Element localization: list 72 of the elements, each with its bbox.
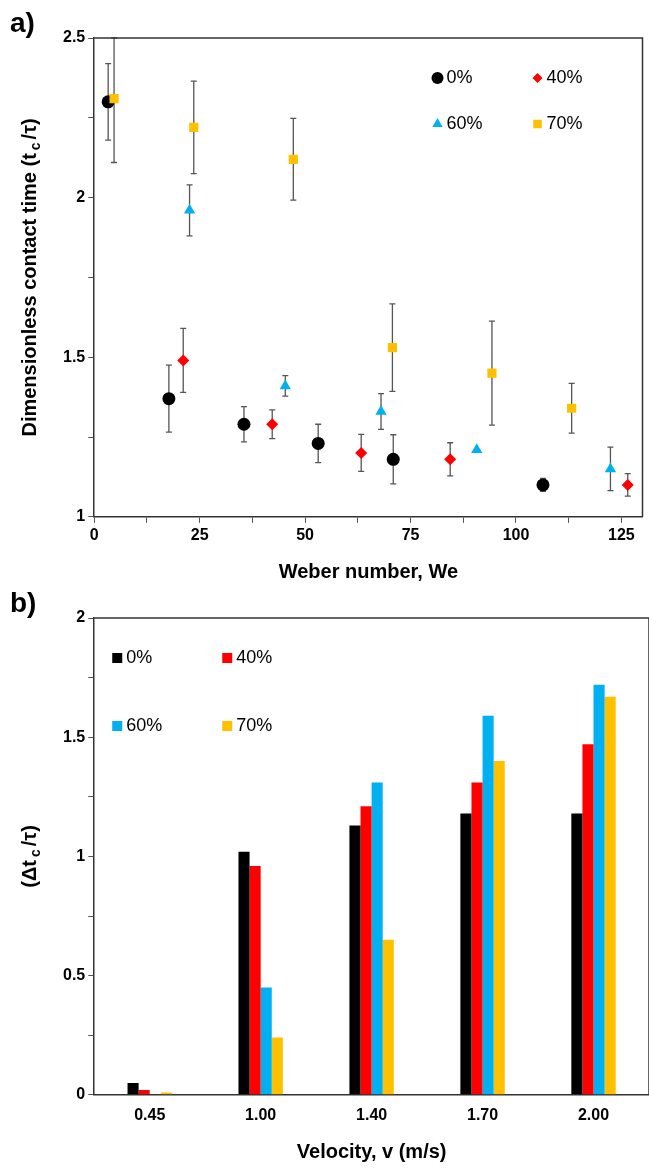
y-tick-label: 2.5 [62,28,86,46]
legend-label: 70% [546,112,583,133]
bar [371,782,383,1095]
point [109,94,119,104]
y-tick-label: 1 [76,846,86,864]
bar [460,813,472,1095]
legend-label: 0% [446,66,473,87]
x-tick-label: 50 [296,525,315,543]
point [604,462,617,473]
y-tick-label: 0.5 [62,966,86,984]
point [621,478,634,491]
point [177,354,190,367]
chart-title: a) [10,6,35,38]
bar [260,987,272,1095]
y-tick-label: 2 [76,608,86,626]
x-tick-label: 25 [190,525,209,543]
point [266,418,279,431]
y-tick-label: 1.5 [62,347,86,365]
bar [249,865,261,1095]
x-tick-label: 2.00 [577,1105,610,1123]
point [183,203,196,214]
legend-label: 60% [126,714,163,735]
bar [582,744,594,1095]
legend-label: 60% [446,112,483,133]
legend-label: 40% [236,646,273,667]
legend-label: 40% [546,66,583,87]
x-tick-label: 0 [89,525,99,543]
point [355,446,368,459]
bar [493,761,505,1095]
bar [127,1082,139,1095]
bar [571,813,583,1095]
point [387,343,398,353]
x-tick-label: 1.70 [467,1105,499,1123]
point [288,154,298,164]
point [311,436,325,450]
y-tick-label: 1.5 [62,727,86,745]
x-axis-title: Velocity, v (m/s) [296,1139,447,1162]
x-tick-label: 0.45 [134,1105,166,1123]
x-tick-label: 1.40 [356,1105,388,1123]
bar [349,825,361,1095]
point [237,417,251,431]
y-axis-title: (Δtc/τ) [17,825,43,888]
legend-label: 0% [126,646,153,667]
bar [138,1090,150,1095]
point [567,403,577,413]
y-tick-label: 2 [76,188,86,206]
point [162,392,176,406]
x-tick-label: 100 [502,525,530,543]
point [386,452,400,466]
chart-title: b) [10,586,37,618]
point [189,122,199,132]
y-tick-label: 0 [76,1085,86,1103]
y-axis-title: Dimensionless contact time (tc/τ) [17,118,43,437]
point [471,443,483,454]
x-tick-label: 75 [401,525,420,543]
bar [238,851,250,1095]
y-tick-label: 1 [76,507,86,525]
bar [604,696,616,1095]
legend-label: 70% [236,714,273,735]
point [487,368,497,378]
x-tick-label: 1.00 [245,1105,277,1123]
bar [271,1037,283,1095]
bar [482,715,494,1095]
point [279,379,291,390]
bar [360,806,372,1095]
point [444,453,457,466]
x-tick-label: 125 [608,525,635,543]
x-axis-title: Weber number, We [278,559,459,582]
bar [382,939,394,1095]
point [375,404,387,415]
bar [593,684,605,1095]
bar [471,782,483,1095]
